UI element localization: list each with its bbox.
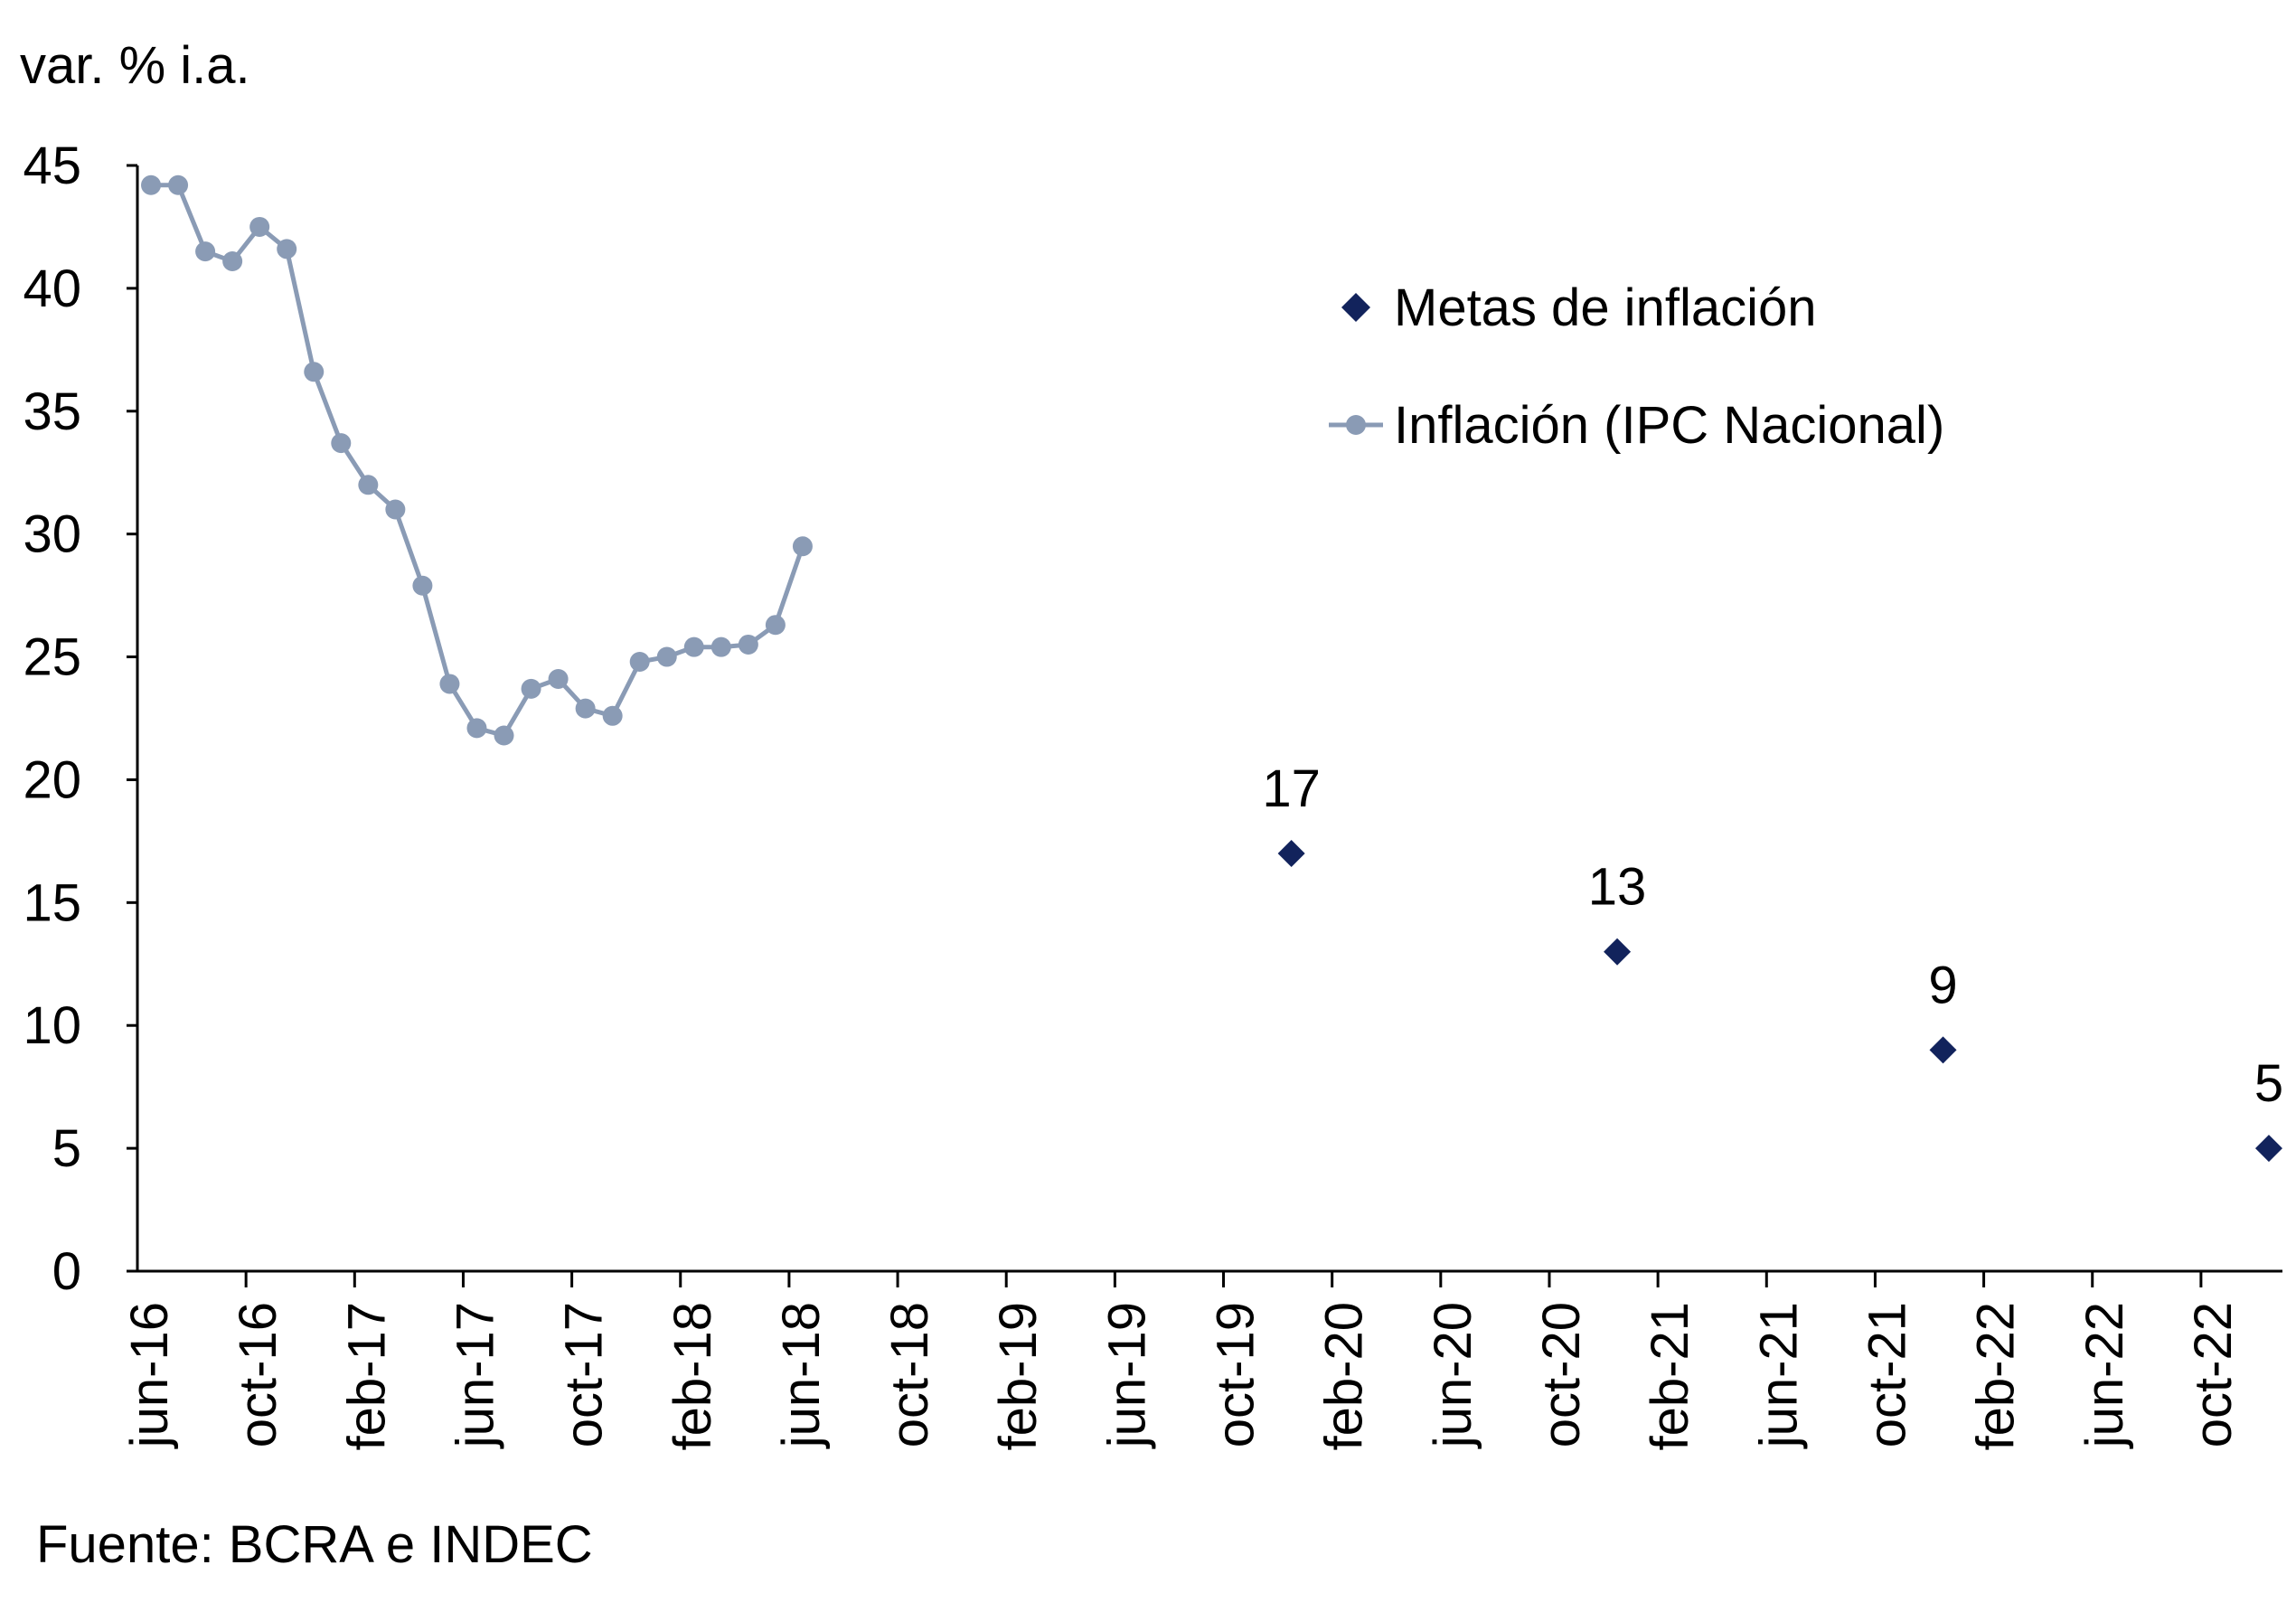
ipc-point [141,174,162,195]
legend-marker-ipc [1346,415,1366,435]
ipc-point [738,634,758,655]
y-tick-label: 5 [52,1119,81,1178]
ipc-line [151,183,805,738]
target-marker [2254,1135,2282,1163]
x-tick-label: oct-17 [555,1302,614,1447]
y-tick-label: 20 [23,750,81,809]
target-marker [1277,839,1305,867]
ipc-point [575,698,596,719]
x-tick-label: jun-21 [1749,1302,1808,1449]
y-tick-label: 15 [23,873,81,932]
x-tick-labels: jun-16 oct-16 feb-17 jun-17 oct-17 feb-18 jun-… [120,1302,2243,1450]
target-data-label: 9 [1928,956,1957,1014]
legend-marker-metas [1341,293,1370,322]
y-tick-label: 40 [23,259,81,318]
y-tick-label: 0 [52,1242,81,1301]
x-tick-label: oct-20 [1532,1302,1591,1447]
target-data-label: 5 [2254,1054,2283,1113]
ipc-point [792,536,813,557]
ipc-point [466,718,487,739]
target-marker [1929,1036,1957,1064]
y-tick-label: 25 [23,628,81,687]
x-tick-label: feb-20 [1315,1302,1374,1450]
ipc-point [222,250,243,271]
ipc-point [521,678,541,699]
ipc-point [710,636,731,657]
x-tick-label: oct-18 [880,1302,939,1447]
ipc-point [331,433,352,454]
x-tick-label: feb-22 [1967,1302,2026,1450]
ipc-point [277,239,297,259]
target-marker [1604,938,1632,966]
ipc-point [765,615,786,636]
x-tick-label: feb-18 [663,1302,722,1450]
x-tick-label: oct-19 [1207,1302,1266,1447]
y-tick-label: 45 [23,137,81,195]
ipc-point [358,475,379,495]
y-tick-label: 35 [23,382,81,441]
ipc-point [304,362,325,382]
x-tick-label: jun-16 [120,1302,179,1449]
ipc-point [439,674,460,694]
x-tick-label: oct-21 [1858,1302,1916,1447]
ipc-point [195,241,216,262]
axes [127,164,2282,1287]
legend-label-ipc: Inflación (IPC Nacional) [1394,396,1944,455]
series-layer: 17 13 9 5 [141,174,2283,1163]
x-tick-label: jun-18 [772,1302,831,1449]
legend: Metas de inflación Inflación (IPC Naciona… [1329,278,1944,455]
x-tick-label: jun-22 [2075,1302,2134,1449]
x-tick-label: oct-22 [2184,1302,2243,1447]
target-data-label: 17 [1262,759,1321,818]
ipc-point [602,705,623,726]
ipc-point [548,669,569,690]
target-data-label: 13 [1588,858,1647,917]
x-tick-label: feb-17 [337,1302,396,1450]
ipc-point [629,651,650,672]
ipc-point [168,174,189,195]
x-tick-label: jun-17 [446,1302,504,1449]
x-tick-label: jun-20 [1424,1302,1482,1449]
ipc-point [656,646,677,667]
legend-label-metas: Metas de inflación [1394,278,1816,337]
ipc-point [494,725,514,746]
x-tick-label: feb-19 [989,1302,1048,1450]
x-tick-label: jun-19 [1097,1302,1156,1449]
x-tick-label: oct-16 [229,1302,287,1447]
ipc-point [249,216,270,237]
source-note: Fuente: BCRA e INDEC [36,1515,593,1574]
ipc-point [385,499,406,520]
ipc-point [683,636,704,657]
y-axis-label: var. % i.a. [20,36,250,95]
y-tick-labels: 0 5 10 15 20 25 30 35 40 45 [23,137,81,1301]
ipc-point [412,575,433,596]
x-tick-label: feb-21 [1641,1302,1699,1450]
y-tick-label: 30 [23,505,81,564]
y-tick-label: 10 [23,996,81,1055]
